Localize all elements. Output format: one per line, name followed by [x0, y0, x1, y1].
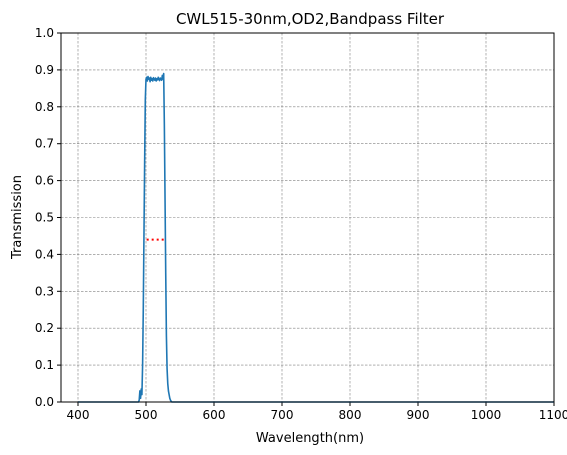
grid	[61, 32, 555, 403]
y-tick-label: 0.6	[35, 174, 54, 188]
x-tick-label: 700	[271, 408, 294, 422]
x-tick-label: 400	[67, 408, 90, 422]
x-tick-label: 500	[135, 408, 158, 422]
x-axis-ticks: 400 500 600 700 800 900 1000 1100	[67, 402, 567, 422]
plot-frame	[60, 32, 555, 403]
x-axis-label: Wavelength(nm)	[256, 431, 364, 446]
y-tick-label: 0.0	[35, 395, 54, 409]
y-axis-ticks: 0.0 0.1 0.2 0.3 0.4 0.5 0.6 0.7 0.8 0.9 1.0	[35, 26, 61, 409]
series-group	[78, 72, 554, 403]
y-tick-label: 0.7	[35, 137, 54, 151]
chart-title: CWL515-30nm,OD2,Bandpass Filter	[176, 10, 445, 28]
y-axis-label: Transmission	[10, 175, 25, 260]
y-tick-label: 0.4	[35, 247, 54, 261]
x-tick-label: 900	[407, 408, 430, 422]
x-tick-label: 600	[203, 408, 226, 422]
y-tick-label: 1.0	[35, 26, 54, 40]
x-tick-label: 1000	[471, 408, 502, 422]
y-tick-label: 0.2	[35, 321, 54, 335]
x-tick-label: 800	[339, 408, 362, 422]
y-tick-label: 0.9	[35, 63, 54, 77]
transmission-series-line	[78, 72, 554, 403]
y-tick-label: 0.3	[35, 284, 54, 298]
x-tick-label: 1100	[539, 408, 567, 422]
y-tick-label: 0.1	[35, 358, 54, 372]
y-tick-label: 0.5	[35, 211, 54, 225]
y-tick-label: 0.8	[35, 100, 54, 114]
